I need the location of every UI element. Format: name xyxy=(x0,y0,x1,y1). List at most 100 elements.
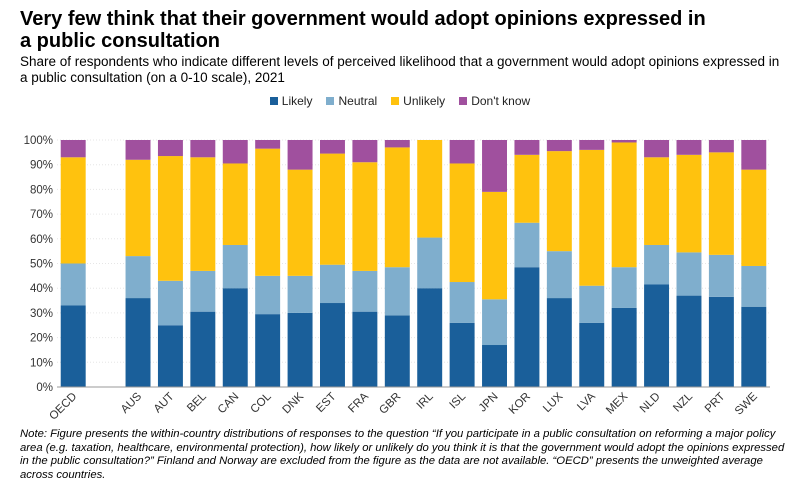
bar-segment-likely xyxy=(708,296,734,387)
bar-segment-likely xyxy=(222,288,248,387)
bar-segment-likely xyxy=(319,303,345,387)
y-tick-label: 20% xyxy=(30,333,53,345)
chart-title: Very few think that their government wou… xyxy=(20,8,706,52)
bar-segment-neutral xyxy=(611,267,637,308)
bar-segment-likely xyxy=(449,322,475,387)
chart-subtitle: Share of respondents who indicate differ… xyxy=(20,54,780,85)
x-tick-label: NLD xyxy=(638,391,663,416)
bar-segment-unlikely xyxy=(482,191,508,300)
y-tick-label: 100% xyxy=(24,135,53,147)
x-tick-label: CAN xyxy=(216,391,242,417)
bar-segment-neutral xyxy=(319,264,345,304)
bar-segment-neutral xyxy=(741,265,767,307)
bar-segment-unlikely xyxy=(611,142,637,268)
legend: Likely Neutral Unlikely Don't know xyxy=(0,94,800,108)
chart-note: Note: Figure presents the within-country… xyxy=(20,428,785,481)
bar-segment-unlikely xyxy=(222,163,248,245)
bar-segment-unlikely xyxy=(352,162,378,271)
bar-segment-neutral xyxy=(60,263,86,306)
bar-segment-likely xyxy=(190,311,216,387)
legend-item: Neutral xyxy=(326,94,377,108)
x-tick-label: AUT xyxy=(152,391,177,416)
bar-segment-don-t-know xyxy=(708,140,734,153)
x-tick-label: OECD xyxy=(47,391,79,423)
bar-segment-don-t-know xyxy=(482,140,508,192)
bar-segment-neutral xyxy=(708,254,734,297)
bar-segment-don-t-know xyxy=(384,140,410,148)
bar-segment-likely xyxy=(255,314,281,387)
y-tick-label: 70% xyxy=(30,209,53,221)
bar-segment-unlikely xyxy=(514,154,540,223)
legend-label: Neutral xyxy=(338,94,378,108)
bar-segment-neutral xyxy=(157,280,183,326)
bar-segment-neutral xyxy=(255,275,281,315)
legend-label: Don't know xyxy=(471,94,531,108)
x-tick-label: JPN xyxy=(477,391,501,415)
bar-segment-neutral xyxy=(514,222,540,268)
legend-swatch xyxy=(391,97,400,105)
bar-segment-likely xyxy=(157,325,183,387)
bar-segment-neutral xyxy=(384,267,410,316)
bar-segment-don-t-know xyxy=(157,140,183,157)
bar-segment-likely xyxy=(546,298,572,387)
bar-segment-unlikely xyxy=(255,148,281,276)
bar-segment-likely xyxy=(514,267,540,387)
legend-item: Likely xyxy=(269,94,313,108)
y-tick-label: 60% xyxy=(30,234,53,246)
y-tick-label: 10% xyxy=(30,357,53,369)
legend-item: Unlikely xyxy=(391,94,445,108)
y-tick-label: 40% xyxy=(30,283,53,295)
bar-segment-neutral xyxy=(352,270,378,312)
x-tick-label: LVA xyxy=(575,390,598,413)
bar-segment-neutral xyxy=(125,256,151,299)
x-tick-label: MEX xyxy=(604,390,630,416)
bar-segment-unlikely xyxy=(157,156,183,281)
bar-segment-likely xyxy=(482,345,508,387)
bar-segment-don-t-know xyxy=(741,140,767,170)
bar-segment-neutral xyxy=(676,252,702,296)
bar-segment-neutral xyxy=(644,244,670,285)
bar-segment-don-t-know xyxy=(676,140,702,155)
legend-label: Likely xyxy=(281,94,313,108)
bar-segment-likely xyxy=(741,306,767,387)
bar-segment-neutral xyxy=(579,285,605,323)
bar-segment-don-t-know xyxy=(190,140,216,158)
bar-segment-unlikely xyxy=(417,140,443,238)
bar-segment-unlikely xyxy=(676,154,702,253)
legend-swatch xyxy=(459,97,468,105)
bar-segment-unlikely xyxy=(125,159,151,257)
x-tick-label: SWE xyxy=(733,390,760,417)
bar-segment-don-t-know xyxy=(60,140,86,158)
bar-segment-don-t-know xyxy=(255,140,281,149)
y-tick-label: 80% xyxy=(30,184,53,196)
legend-swatch xyxy=(326,97,335,105)
x-tick-label: GBR xyxy=(377,391,403,417)
legend-swatch xyxy=(269,97,278,105)
x-tick-label: BEL xyxy=(185,390,209,414)
bar-segment-likely xyxy=(352,311,378,387)
bar-segment-likely xyxy=(611,307,637,387)
x-tick-label: IRL xyxy=(415,390,437,412)
bar-segment-likely xyxy=(644,284,670,387)
bar-segment-unlikely xyxy=(449,163,475,283)
bar-segment-don-t-know xyxy=(287,140,313,170)
x-tick-label: EST xyxy=(314,391,338,415)
legend-label: Unlikely xyxy=(403,94,446,108)
bar-segment-unlikely xyxy=(287,169,313,276)
bar-segment-neutral xyxy=(482,299,508,346)
bar-segment-likely xyxy=(579,322,605,387)
bar-segment-unlikely xyxy=(741,169,767,266)
bar-segment-don-t-know xyxy=(644,140,670,158)
bar-segment-likely xyxy=(125,298,151,387)
bar-segment-unlikely xyxy=(644,157,670,245)
bar-segment-neutral xyxy=(222,244,248,289)
bar-segment-unlikely xyxy=(708,152,734,255)
bar-segment-don-t-know xyxy=(319,140,345,154)
bar-segment-likely xyxy=(676,295,702,387)
bar-segment-don-t-know xyxy=(125,140,151,160)
bar-segment-neutral xyxy=(546,251,572,299)
x-tick-label: DNK xyxy=(281,390,307,416)
x-tick-label: ISL xyxy=(448,390,469,411)
bar-segment-neutral xyxy=(417,237,443,289)
bar-segment-neutral xyxy=(190,270,216,312)
